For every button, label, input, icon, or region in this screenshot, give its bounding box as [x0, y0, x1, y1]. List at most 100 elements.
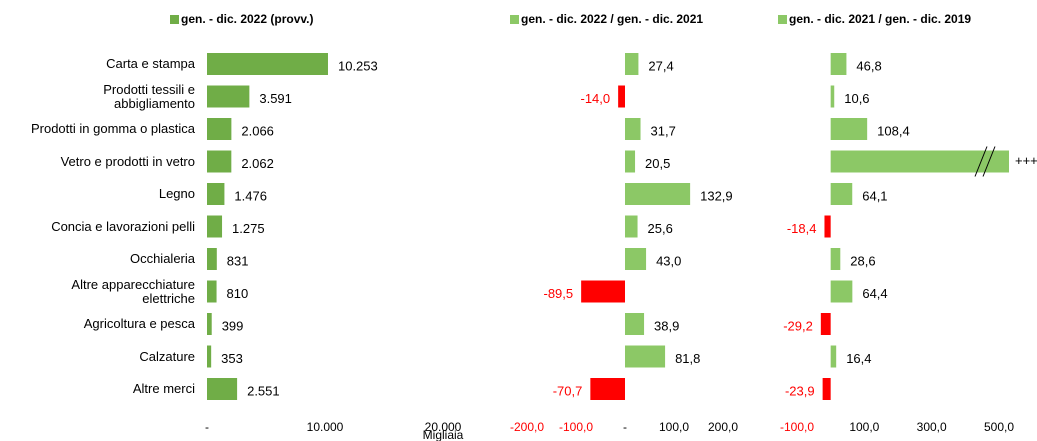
- value-label: 31,7: [651, 123, 676, 138]
- category-label: Altre apparecchiature elettriche: [71, 276, 195, 306]
- bar: [625, 345, 666, 368]
- value-label: 46,8: [856, 58, 881, 73]
- value-label: 25,6: [648, 221, 673, 236]
- value-label: -14,0: [580, 91, 610, 106]
- legend-label: gen. - dic. 2022 / gen. - dic. 2021: [521, 12, 703, 26]
- value-label: 1.476: [234, 188, 267, 203]
- value-label: 2.066: [241, 123, 274, 138]
- bar: [830, 118, 868, 140]
- category-label: Agricoltura e pesca: [83, 316, 195, 331]
- value-label: 2.551: [247, 383, 280, 398]
- category-label: Occhialeria: [129, 251, 195, 266]
- value-label: 831: [227, 253, 249, 268]
- bar: [207, 85, 250, 108]
- bar: [207, 183, 225, 205]
- x-tick-label: 100,0: [659, 420, 689, 434]
- x-tick-label: -: [623, 420, 627, 434]
- axis-break: [982, 146, 996, 177]
- value-label: -23,9: [785, 383, 815, 398]
- bar: [625, 313, 645, 335]
- value-label: 132,9: [700, 188, 733, 203]
- x-tick-label: -200,0: [510, 420, 544, 434]
- value-label: 810: [227, 286, 249, 301]
- value-label: 2.062: [241, 156, 274, 171]
- bar: [207, 313, 212, 335]
- x-tick-label: 500,0: [984, 420, 1014, 434]
- bar: [625, 118, 641, 140]
- bar: [625, 248, 647, 270]
- bar: [830, 53, 847, 75]
- bar: [830, 85, 835, 108]
- x-tick-label: 10.000: [307, 420, 344, 434]
- value-label: -70,7: [553, 383, 583, 398]
- bar: [830, 183, 853, 205]
- bar: [824, 215, 831, 238]
- bar: [830, 280, 853, 303]
- category-label: Altre merci: [132, 381, 195, 396]
- bar: [207, 280, 217, 303]
- bar: [207, 53, 328, 75]
- x-tick-label: 300,0: [917, 420, 947, 434]
- legend-label: gen. - dic. 2022 (provv.): [181, 12, 313, 26]
- x-tick-label: -100,0: [780, 420, 814, 434]
- legend-swatch: [778, 15, 787, 24]
- value-label: 28,6: [850, 253, 875, 268]
- bar: [625, 183, 691, 205]
- bar: [618, 85, 625, 108]
- bar: [207, 378, 238, 400]
- value-label: 3.591: [259, 91, 292, 106]
- value-label: -89,5: [544, 286, 574, 301]
- bar: [207, 150, 232, 173]
- value-label: 10.253: [338, 58, 378, 73]
- bar: [207, 248, 217, 270]
- bar: [822, 378, 831, 400]
- bar: [625, 150, 636, 173]
- value-label: 399: [222, 318, 244, 333]
- value-label: 1.275: [232, 221, 265, 236]
- x-axis-label: Migliaia: [423, 428, 464, 441]
- value-label: -29,2: [783, 318, 813, 333]
- x-tick-label: 20.000: [425, 420, 462, 434]
- value-label: +++: [1015, 153, 1037, 168]
- bar: [830, 150, 1009, 173]
- value-label: 64,1: [862, 188, 887, 203]
- value-label: 81,8: [675, 351, 700, 366]
- bar: [581, 280, 625, 303]
- x-tick-label: 200,0: [708, 420, 738, 434]
- x-tick-label: -100,0: [559, 420, 593, 434]
- category-label: Carta e stampa: [106, 56, 195, 71]
- value-label: 20,5: [645, 156, 670, 171]
- value-label: 16,4: [846, 351, 871, 366]
- value-label: 10,6: [844, 91, 869, 106]
- bar: [590, 378, 625, 400]
- bar: [625, 215, 638, 238]
- x-tick-label: 100,0: [849, 420, 879, 434]
- x-tick-label: -: [205, 420, 209, 434]
- value-label: 353: [221, 351, 243, 366]
- category-label: Concia e lavorazioni pelli: [51, 218, 195, 234]
- legend-swatch: [170, 15, 179, 24]
- legend-label: gen. - dic. 2021 / gen. - dic. 2019: [789, 12, 971, 26]
- category-label: Prodotti in gomma o plastica: [30, 121, 195, 136]
- bar: [820, 313, 831, 335]
- bar: [207, 118, 232, 140]
- category-label: Prodotti tessili e abbigliamento: [103, 81, 195, 111]
- value-label: -18,4: [787, 221, 817, 236]
- bar: [830, 248, 841, 270]
- value-label: 38,9: [654, 318, 679, 333]
- axis-break: [974, 146, 988, 177]
- category-label: Calzature: [139, 348, 195, 364]
- value-label: 43,0: [656, 253, 681, 268]
- value-label: 64,4: [862, 286, 887, 301]
- value-label: 108,4: [877, 123, 910, 138]
- legend-swatch: [510, 15, 519, 24]
- bar: [207, 345, 212, 368]
- category-label: Vetro e prodotti in vetro: [60, 153, 195, 169]
- bar: [830, 345, 837, 368]
- bar: [207, 215, 223, 238]
- category-label: Legno: [158, 186, 195, 201]
- value-label: 27,4: [648, 58, 673, 73]
- bar: [625, 53, 639, 75]
